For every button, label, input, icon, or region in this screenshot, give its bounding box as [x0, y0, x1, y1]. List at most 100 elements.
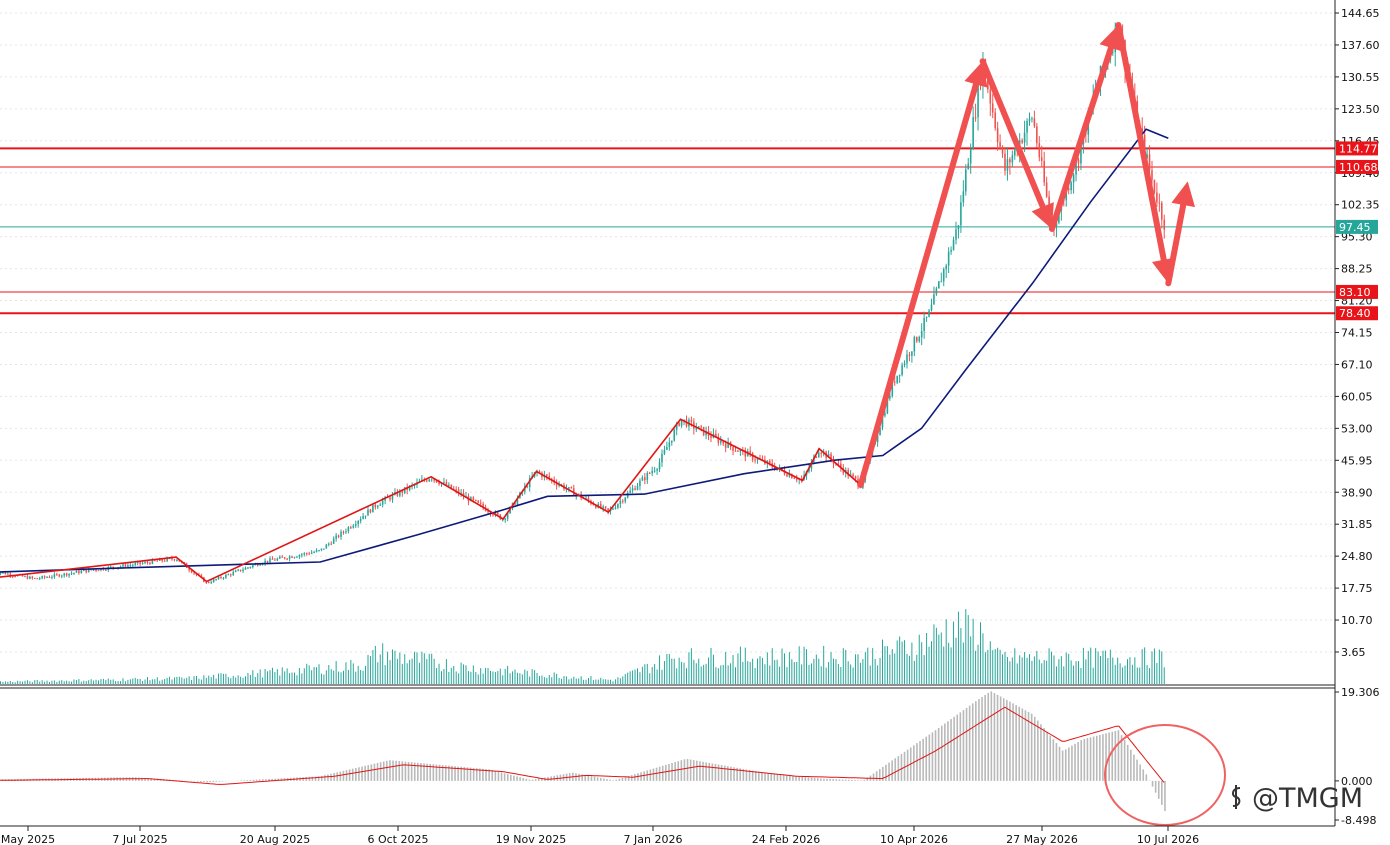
y-tick-label: 17.75	[1341, 582, 1373, 595]
candle-body	[546, 474, 548, 477]
candle-body	[278, 556, 281, 559]
candle-body	[134, 563, 137, 565]
candle-body	[504, 518, 506, 520]
candle-body	[820, 452, 823, 454]
candle-body	[210, 582, 212, 584]
candle-body	[602, 506, 604, 508]
candle-body	[124, 564, 127, 567]
candle-body	[908, 354, 911, 356]
candle-body	[920, 331, 923, 338]
candle-body	[36, 578, 39, 580]
candle-body	[847, 469, 849, 476]
candle-body	[249, 567, 252, 569]
candle-body	[362, 516, 364, 520]
candle-body	[717, 436, 720, 443]
candle-body	[345, 531, 347, 533]
candle-body	[173, 559, 176, 561]
candle-body	[58, 574, 61, 577]
candle-body	[935, 288, 938, 295]
candle-body	[7, 573, 9, 575]
level-tag-label: 78.40	[1339, 307, 1371, 320]
candle-body	[901, 365, 903, 375]
candle-body	[144, 561, 146, 563]
candle-body	[889, 395, 891, 399]
x-tick-label: 6 Oct 2025	[367, 833, 428, 845]
level-tag-label: 83.10	[1339, 286, 1371, 299]
candle-body	[220, 576, 222, 578]
candle-body	[668, 442, 671, 448]
candle-body	[599, 503, 602, 508]
candle-body	[555, 482, 558, 486]
candle-body	[911, 351, 913, 356]
candle-body	[372, 504, 374, 513]
candle-body	[891, 381, 894, 396]
candle-body	[641, 477, 644, 481]
candle-body	[724, 443, 727, 448]
candle-body	[217, 576, 220, 580]
candle-body	[898, 374, 901, 376]
candle-body	[87, 569, 90, 573]
candle-body	[906, 354, 908, 364]
candle-body	[1070, 182, 1072, 191]
candle-body	[923, 317, 925, 332]
candle-body	[357, 520, 359, 525]
candle-body	[1043, 160, 1045, 183]
candle-body	[697, 426, 700, 429]
candle-body	[893, 381, 896, 383]
candle-body	[960, 202, 962, 226]
candle-body	[259, 564, 261, 566]
y-tick-label: 74.15	[1341, 327, 1373, 340]
y-tick-label: 24.80	[1341, 550, 1373, 563]
candle-body	[92, 569, 95, 571]
candle-body	[271, 558, 274, 560]
candle-body	[700, 426, 702, 428]
arrow-shaft	[979, 58, 1046, 210]
candle-body	[614, 507, 617, 509]
candle-body	[974, 117, 977, 119]
candle-body	[305, 553, 308, 555]
candle-body	[53, 574, 56, 577]
moving-average-series	[0, 128, 1169, 573]
x-tick-label: 10 Jul 2026	[1137, 833, 1199, 845]
y-tick-label: 88.25	[1341, 263, 1373, 276]
x-tick-label: 10 Apr 2026	[880, 833, 948, 845]
candle-body	[347, 527, 350, 532]
candle-body	[408, 485, 411, 490]
x-tick-label: 7 Jan 2026	[624, 833, 683, 845]
candle-body	[122, 564, 124, 567]
candle-body	[636, 486, 639, 490]
candle-body	[604, 506, 607, 509]
y-tick-label: 31.85	[1341, 518, 1373, 531]
candle-body	[749, 451, 751, 454]
candle-body	[136, 562, 139, 564]
level-tag	[1336, 284, 1378, 299]
candle-body	[0, 572, 2, 574]
arrow-head-icon	[1171, 181, 1196, 208]
candle-body	[1146, 154, 1148, 159]
candle-body	[310, 552, 313, 554]
candle-body	[163, 560, 166, 562]
y-tick-label: 38.90	[1341, 486, 1373, 499]
candle-body	[1001, 146, 1004, 154]
candle-body	[1028, 118, 1031, 121]
candle-body	[435, 479, 438, 483]
candle-body	[962, 191, 965, 203]
candle-body	[595, 505, 597, 508]
candle-body	[161, 558, 163, 561]
candle-body	[751, 453, 754, 460]
candle-body	[795, 478, 798, 480]
candle-body	[1036, 126, 1038, 144]
candle-body	[43, 576, 46, 578]
candle-body	[646, 472, 649, 481]
candle-body	[568, 487, 570, 489]
candle-body	[487, 510, 489, 513]
candle-body	[793, 478, 796, 480]
candle-body	[497, 512, 499, 515]
candle-body	[205, 581, 208, 583]
volume-bars	[0, 609, 1165, 684]
candle-body	[1045, 182, 1048, 197]
candle-body	[1009, 159, 1011, 163]
arrow-shaft	[857, 81, 979, 488]
candle-body	[51, 576, 53, 578]
